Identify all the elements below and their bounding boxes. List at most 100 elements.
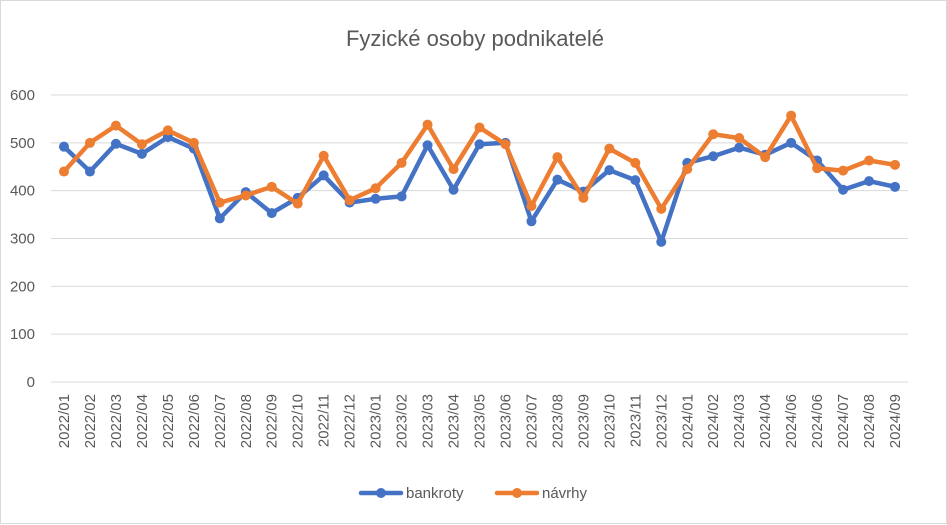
data-point	[266, 208, 277, 219]
data-point	[682, 164, 693, 175]
x-tick-label: 2022/11	[316, 394, 333, 447]
data-point	[734, 142, 745, 153]
data-point	[136, 139, 147, 150]
x-tick-label: 2023/11	[627, 394, 644, 447]
data-point	[396, 191, 407, 202]
x-tick-label: 2024/02	[705, 394, 722, 448]
data-point	[84, 166, 95, 177]
x-tick-label: 2023/02	[394, 394, 411, 448]
x-tick-label: 2024/04	[757, 394, 774, 448]
x-tick-label: 2023/03	[420, 394, 437, 448]
data-point	[630, 157, 641, 168]
x-tick-label: 2023/09	[575, 394, 592, 448]
data-point	[344, 195, 355, 206]
x-tick-label: 2024/08	[861, 394, 878, 448]
data-point	[500, 139, 511, 150]
legend-swatch-marker	[376, 488, 386, 498]
y-tick-label: 200	[10, 278, 35, 295]
y-tick-label: 400	[10, 183, 35, 200]
data-point	[864, 155, 875, 166]
data-point	[734, 133, 745, 144]
data-point	[838, 165, 849, 176]
data-point	[812, 163, 823, 174]
data-point	[526, 216, 537, 227]
x-tick-label: 2022/04	[134, 394, 151, 448]
y-tick-label: 100	[10, 326, 35, 343]
x-tick-label: 2022/10	[290, 394, 307, 448]
data-point	[318, 170, 329, 181]
data-point	[786, 110, 797, 121]
data-point	[370, 193, 381, 204]
legend-label: bankroty	[406, 485, 464, 502]
data-point	[266, 181, 277, 192]
x-tick-label: 2023/04	[446, 394, 463, 448]
data-point	[760, 152, 771, 163]
x-tick-label: 2022/05	[160, 394, 177, 448]
data-point	[474, 122, 485, 133]
x-tick-label: 2022/03	[108, 394, 125, 448]
data-point	[422, 140, 433, 151]
data-point	[578, 192, 589, 203]
x-axis: 2022/01 2022/02 2022/03 2022/04 2022/05 2022/…	[56, 394, 904, 448]
legend-swatch-marker	[512, 488, 522, 498]
x-tick-label: 2024/06	[783, 394, 800, 448]
chart-title: Fyzické osoby podnikatelé	[346, 26, 604, 51]
data-point	[318, 150, 329, 161]
y-tick-label: 0	[27, 374, 35, 391]
data-point	[552, 152, 563, 163]
x-tick-label: 2023/10	[601, 394, 618, 448]
x-tick-label: 2022/02	[82, 394, 99, 448]
data-point	[240, 190, 251, 201]
data-point	[630, 175, 641, 186]
x-tick-label: 2024/09	[887, 394, 904, 448]
data-point	[656, 203, 667, 214]
y-tick-label: 500	[10, 135, 35, 152]
x-tick-label: 2023/12	[653, 394, 670, 448]
series-1	[58, 110, 901, 214]
data-point	[552, 174, 563, 185]
data-point	[448, 164, 459, 175]
data-point	[58, 141, 69, 152]
data-point	[838, 184, 849, 195]
series-0	[58, 132, 901, 247]
data-point	[422, 119, 433, 130]
x-tick-label: 2022/01	[56, 394, 73, 448]
legend-item: bankroty	[358, 485, 464, 502]
x-tick-label: 2024/03	[731, 394, 748, 448]
legend-item: návrhy	[494, 485, 588, 502]
data-point	[656, 236, 667, 247]
data-point	[162, 125, 173, 136]
data-point	[604, 165, 615, 176]
x-tick-label: 2023/08	[549, 394, 566, 448]
y-axis: 0 100 200 300 400 500 600	[10, 87, 35, 391]
data-point	[604, 143, 615, 154]
data-point	[474, 139, 485, 150]
data-point	[864, 176, 875, 187]
data-point	[890, 181, 901, 192]
x-tick-label: 2022/07	[212, 394, 229, 448]
data-point	[58, 166, 69, 177]
y-tick-label: 600	[10, 87, 35, 104]
x-tick-label: 2022/09	[264, 394, 281, 448]
x-tick-label: 2023/01	[368, 394, 385, 448]
y-tick-label: 300	[10, 231, 35, 248]
data-point	[110, 120, 121, 131]
x-tick-label: 2024/06	[809, 394, 826, 448]
data-point	[786, 137, 797, 148]
x-tick-label: 2024/07	[835, 394, 852, 448]
data-point	[396, 157, 407, 168]
data-point	[84, 137, 95, 148]
data-point	[448, 184, 459, 195]
data-point	[292, 198, 303, 209]
data-point	[188, 137, 199, 148]
legend-label: návrhy	[542, 485, 588, 502]
series-lines	[58, 110, 901, 247]
data-point	[890, 159, 901, 170]
x-tick-label: 2024/01	[679, 394, 696, 448]
x-tick-label: 2022/08	[238, 394, 255, 448]
data-point	[708, 129, 719, 140]
data-point	[708, 151, 719, 162]
x-tick-label: 2023/06	[497, 394, 514, 448]
